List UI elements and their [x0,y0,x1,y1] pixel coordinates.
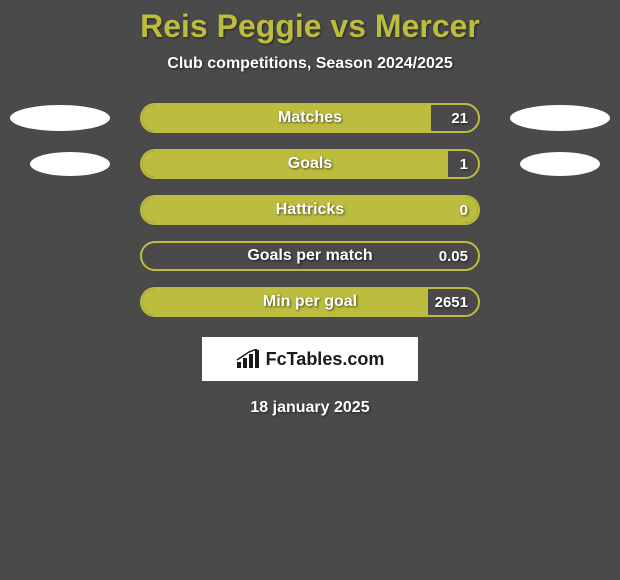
stat-row: Goals per match0.05 [0,241,620,271]
stat-value: 1 [460,151,468,177]
left-ellipse [10,105,110,131]
date-label: 18 january 2025 [250,399,369,417]
branding-badge: FcTables.com [202,337,418,381]
stat-bar: Goals1 [140,149,480,179]
stat-row: Hattricks0 [0,195,620,225]
stat-value: 21 [451,105,468,131]
stat-label: Goals per match [142,243,478,269]
right-ellipse [520,152,600,176]
stat-label: Matches [142,105,478,131]
branding-text: FcTables.com [266,349,385,370]
stat-row: Min per goal2651 [0,287,620,317]
stat-label: Goals [142,151,478,177]
stat-value: 0 [460,197,468,223]
stat-bar: Goals per match0.05 [140,241,480,271]
stat-label: Min per goal [142,289,478,315]
stat-value: 2651 [435,289,468,315]
stat-row: Matches21 [0,103,620,133]
stat-bar: Matches21 [140,103,480,133]
stat-row: Goals1 [0,149,620,179]
stats-list: Matches21 Goals1 Hattricks0 Goals per match… [0,103,620,317]
stat-bar: Hattricks0 [140,195,480,225]
page-subtitle: Club competitions, Season 2024/2025 [167,55,452,73]
left-ellipse [30,152,110,176]
chart-icon [236,349,260,369]
stat-value: 0.05 [439,243,468,269]
right-ellipse [510,105,610,131]
infographic: Reis Peggie vs Mercer Club competitions,… [0,0,620,580]
stat-bar: Min per goal2651 [140,287,480,317]
page-title: Reis Peggie vs Mercer [140,8,480,45]
stat-label: Hattricks [142,197,478,223]
